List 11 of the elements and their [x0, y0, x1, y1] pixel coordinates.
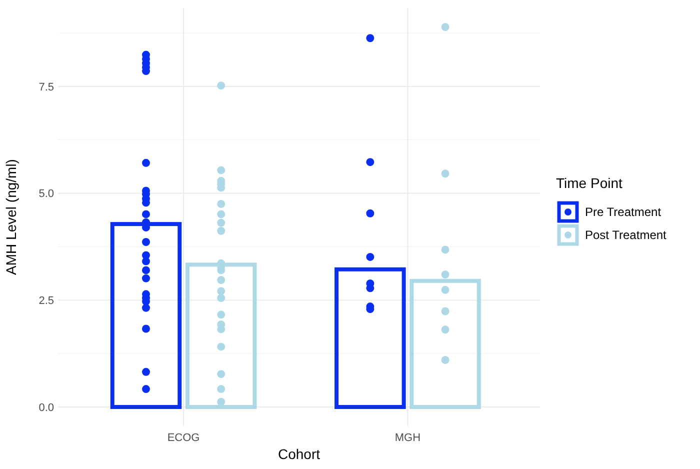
y-tick-label: 2.5	[38, 294, 54, 307]
x-tick-label: MGH	[394, 432, 421, 444]
legend-label: Post Treatment	[585, 228, 668, 242]
legend-label: Pre Treatment	[585, 205, 662, 220]
y-tick-label: 0.0	[38, 402, 54, 414]
y-tick-label: 5.0	[38, 188, 54, 200]
x-tick-label: ECOG	[167, 432, 200, 444]
legend-title: Time Point	[556, 175, 622, 191]
y-tick-label: 7.5	[38, 81, 54, 94]
x-axis-title: Cohort	[278, 446, 320, 462]
y-axis-title: AMH Level (ng/ml)	[3, 159, 19, 275]
